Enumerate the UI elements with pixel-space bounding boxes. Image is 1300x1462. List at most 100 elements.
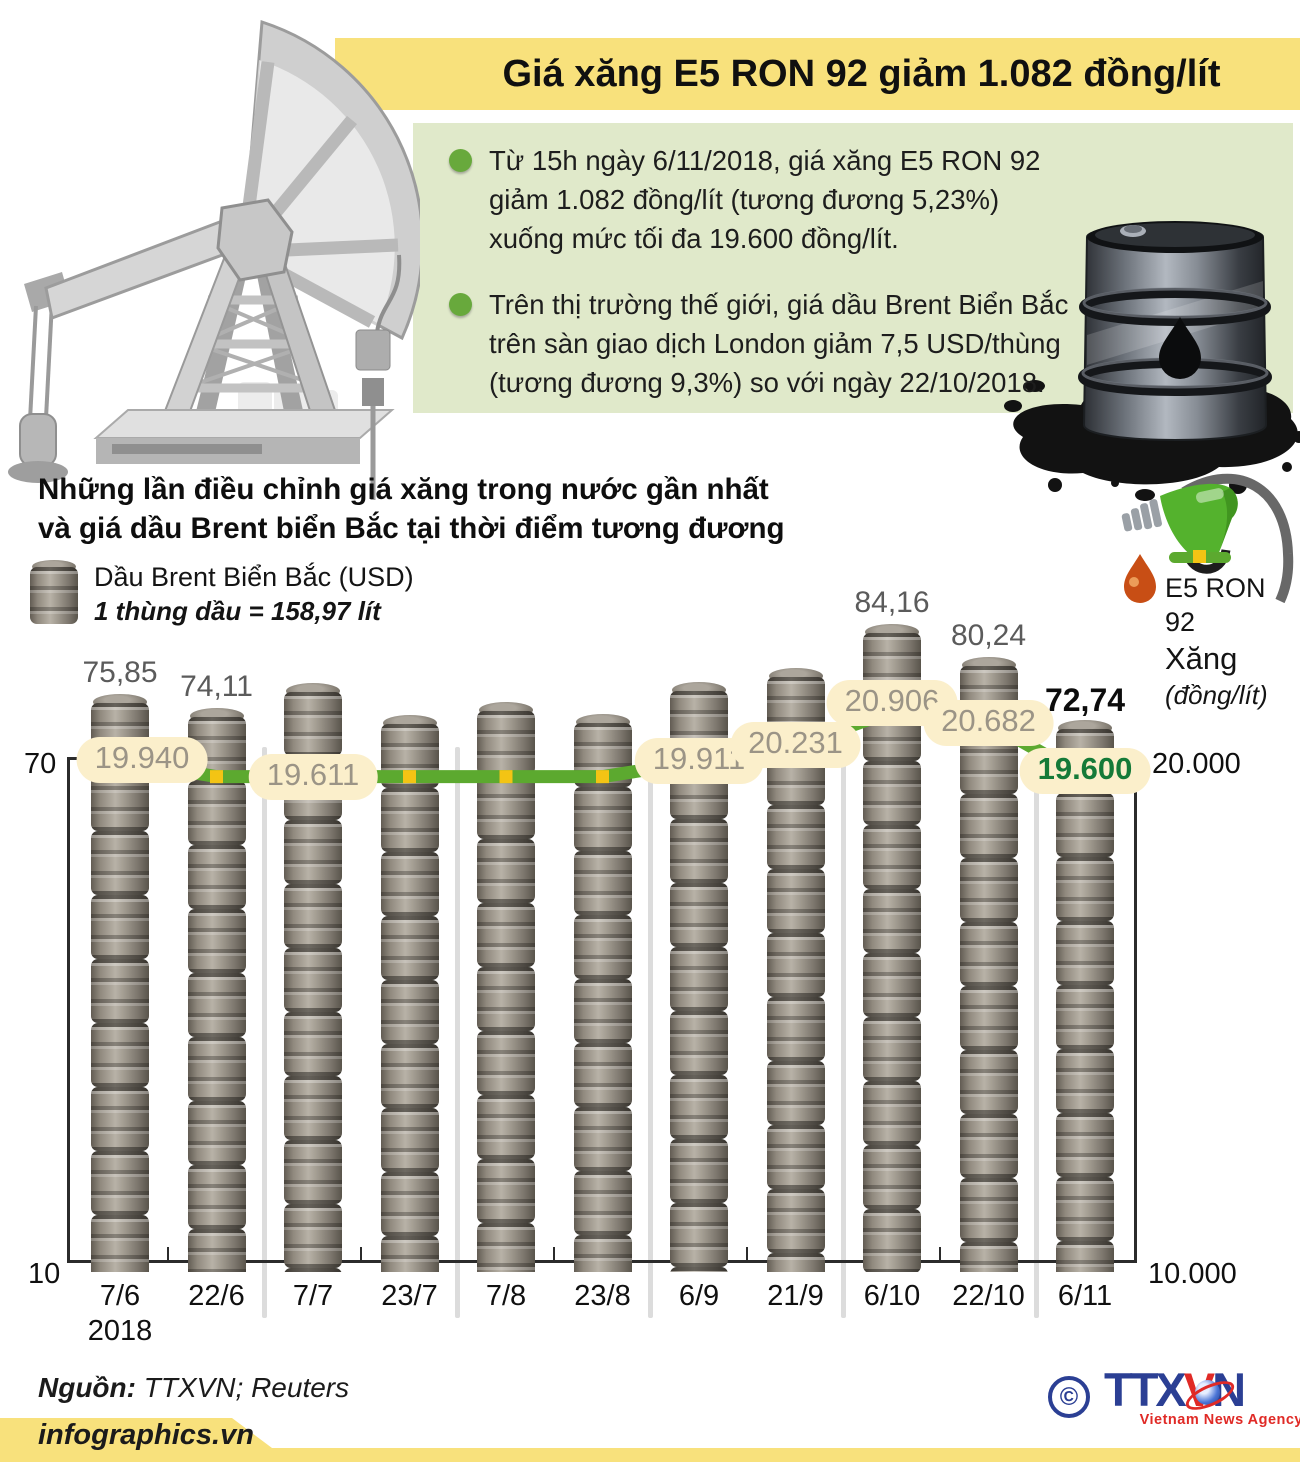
oil-barrel [959, 921, 1018, 986]
date-label: 21/9 [767, 1280, 824, 1312]
source-line: Nguồn: TTXVN; Reuters [38, 1372, 349, 1404]
oil-barrel [959, 793, 1018, 858]
date-label: 22/10 [952, 1280, 1025, 1312]
copyright-icon: © [1048, 1376, 1090, 1418]
legend-gas: E5 RON 92 Xăng (đồng/lít) [1165, 550, 1300, 711]
oil-barrel [766, 997, 825, 1062]
legend-brent-note: 1 thùng dầu = 158,97 lít [94, 596, 381, 626]
bullet-line: giảm 1.082 đồng/lít (tương đương 5,23%) [489, 184, 1000, 215]
logo-letters: TTXVN [1104, 1362, 1246, 1417]
gas-price-label: 19.600 [1019, 748, 1151, 795]
date-label: 6/10 [863, 1280, 921, 1312]
brent-barrel-stack [959, 656, 1018, 1272]
brent-barrel-stack [284, 683, 342, 1272]
oil-barrel [959, 1241, 1018, 1272]
oil-barrel [187, 845, 246, 910]
brand-name: infographics.vn [38, 1419, 254, 1451]
left-axis-min-label: 10 [28, 1258, 61, 1290]
oil-barrel [863, 1016, 921, 1081]
page-title: Giá xăng E5 RON 92 giảm 1.082 đồng/lít [502, 53, 1221, 95]
oil-barrel [573, 978, 632, 1043]
oil-barrel [477, 774, 535, 839]
oil-barrel [670, 1139, 728, 1204]
oil-barrel [1056, 856, 1114, 921]
oil-barrel [670, 819, 728, 884]
oil-barrel [187, 909, 246, 974]
section-heading: Những lần điều chỉnh giá xăng trong nước… [38, 470, 785, 548]
oil-barrel [863, 1080, 921, 1145]
column-separator [455, 747, 461, 1318]
section-heading-line1: Những lần điều chỉnh giá xăng trong nước… [38, 473, 769, 506]
oil-barrel [477, 1030, 535, 1095]
oil-barrel [573, 850, 632, 915]
date-label: 7/8 [485, 1280, 527, 1312]
column-separator [262, 747, 268, 1318]
brent-barrel-stack [380, 715, 439, 1272]
oil-barrel [863, 1208, 921, 1272]
oil-barrel [766, 869, 825, 934]
oil-barrel [959, 1049, 1018, 1114]
oil-barrel [573, 914, 632, 979]
brent-barrel-stack [477, 701, 535, 1272]
barrel-legend-icon [30, 560, 78, 624]
oil-barrel [284, 1268, 342, 1272]
oil-barrel [477, 902, 535, 967]
oil-barrel [959, 857, 1018, 922]
oil-barrel [284, 1140, 342, 1205]
oil-barrel [380, 1044, 439, 1109]
oil-barrel [1056, 792, 1114, 857]
bullet-line: Từ 15h ngày 6/11/2018, giá xăng E5 RON 9… [489, 145, 1041, 176]
oil-barrel [1056, 1240, 1114, 1272]
brent-barrel-stack [91, 693, 149, 1272]
brent-barrel-stack [573, 713, 632, 1272]
axis-tick [746, 1247, 749, 1260]
oil-barrel [91, 958, 149, 1023]
info-bullets: Từ 15h ngày 6/11/2018, giá xăng E5 RON 9… [449, 141, 1068, 429]
oil-barrel [91, 1086, 149, 1151]
oil-barrel [477, 966, 535, 1031]
oil-barrel [573, 1042, 632, 1107]
oil-barrel [863, 888, 921, 953]
title-banner: Giá xăng E5 RON 92 giảm 1.082 đồng/lít [335, 38, 1300, 110]
bullet-item: Từ 15h ngày 6/11/2018, giá xăng E5 RON 9… [449, 141, 1068, 258]
column-separator [1034, 747, 1040, 1318]
oil-barrel [477, 1094, 535, 1159]
bullet-dot-icon [449, 149, 472, 172]
oil-drop-icon [1159, 317, 1201, 380]
oil-barrel [766, 805, 825, 870]
oil-barrel [766, 1253, 825, 1272]
oil-barrel [91, 1214, 149, 1272]
year-label: 2018 [87, 1315, 153, 1347]
bullet-line: (tương đương 9,3%) so với ngày 22/10/201… [489, 367, 1045, 398]
oil-barrel [670, 947, 728, 1012]
bullet-dot-icon [449, 293, 472, 316]
pump-jack-illustration [8, 19, 420, 500]
bullet-line: xuống mức tối đa 19.600 đồng/lít. [489, 223, 899, 254]
left-axis-max-label: 70 [24, 748, 57, 780]
oil-barrel [959, 1177, 1018, 1242]
oil-barrel [380, 916, 439, 981]
oil-barrel [573, 1106, 632, 1171]
oil-barrel [284, 884, 342, 949]
bullet-line: Trên thị trường thế giới, giá dầu Brent … [489, 289, 1069, 320]
gas-price-label: 19.940 [76, 737, 208, 784]
oil-barrel [573, 1170, 632, 1235]
brent-value-label: 75,85 [82, 655, 158, 689]
oil-barrel [91, 830, 149, 895]
date-label: 7/7 [292, 1280, 334, 1312]
oil-barrel [187, 1165, 246, 1230]
date-label: 22/6 [188, 1280, 245, 1312]
oil-barrel [187, 781, 246, 846]
oil-barrel [91, 1022, 149, 1087]
brent-value-label: 74,11 [180, 670, 253, 704]
brent-barrel-stack [187, 708, 246, 1272]
bullet-line: trên sàn giao dịch London giảm 7,5 USD/t… [489, 328, 1061, 359]
oil-barrel [863, 952, 921, 1017]
oil-barrel [380, 980, 439, 1045]
oil-barrel [863, 760, 921, 825]
oil-barrel [863, 824, 921, 889]
right-bracket-line [1134, 752, 1137, 1263]
legend-gas-name: E5 RON 92 [1165, 573, 1266, 637]
gas-line-legend-icon [1169, 550, 1231, 563]
gas-price-label: 20.231 [730, 722, 861, 769]
